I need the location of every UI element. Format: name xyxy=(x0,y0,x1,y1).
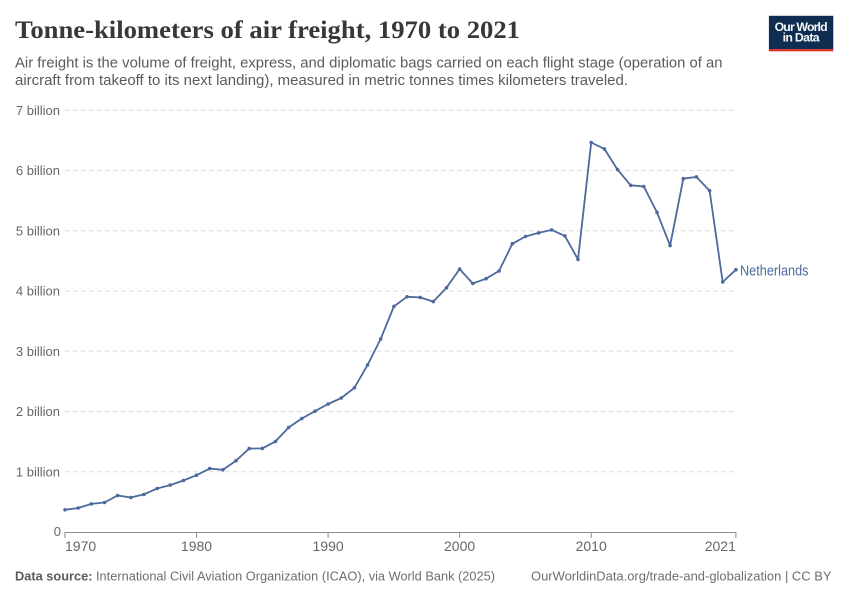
svg-text:Data source: International Civ: Data source: International Civil Aviatio… xyxy=(15,569,495,584)
svg-text:Air freight is the volume of f: Air freight is the volume of freight, ex… xyxy=(15,54,723,71)
svg-text:Our World: Our World xyxy=(775,20,828,34)
svg-text:6 billion: 6 billion xyxy=(16,163,60,178)
svg-text:3 billion: 3 billion xyxy=(16,344,60,359)
svg-text:1980: 1980 xyxy=(181,538,212,554)
svg-text:2010: 2010 xyxy=(576,538,607,554)
svg-text:aircraft from takeoff to its n: aircraft from takeoff to its next landin… xyxy=(15,72,628,89)
svg-text:0: 0 xyxy=(54,524,61,539)
svg-text:Netherlands: Netherlands xyxy=(740,264,809,280)
svg-text:Tonne-kilometers of air freigh: Tonne-kilometers of air freight, 1970 to… xyxy=(15,17,520,44)
svg-text:4 billion: 4 billion xyxy=(16,284,60,299)
svg-text:OurWorldinData.org/trade-and-g: OurWorldinData.org/trade-and-globalizati… xyxy=(531,569,832,584)
svg-text:2021: 2021 xyxy=(705,538,736,554)
svg-text:1990: 1990 xyxy=(313,538,344,554)
svg-text:1 billion: 1 billion xyxy=(16,464,60,479)
svg-text:2 billion: 2 billion xyxy=(16,404,60,419)
svg-text:in Data: in Data xyxy=(783,31,820,45)
svg-text:5 billion: 5 billion xyxy=(16,223,60,238)
svg-text:7 billion: 7 billion xyxy=(16,103,60,118)
svg-text:2000: 2000 xyxy=(444,538,475,554)
svg-text:1970: 1970 xyxy=(65,538,96,554)
